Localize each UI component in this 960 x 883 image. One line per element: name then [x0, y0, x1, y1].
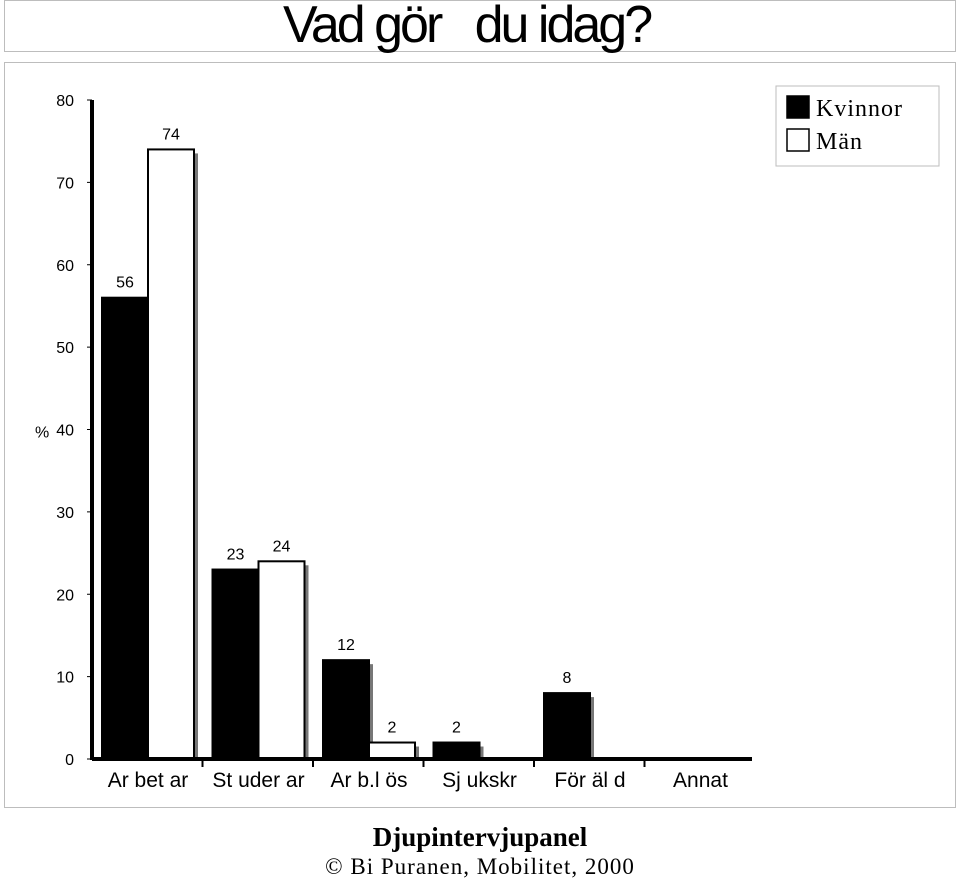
y-tick-label: 0: [65, 752, 74, 769]
y-tick-label: 40: [56, 423, 74, 440]
legend-label: Män: [816, 129, 863, 155]
legend-swatch: [786, 128, 810, 152]
y-tick-label: 70: [56, 175, 74, 192]
bar-man: [368, 741, 416, 761]
title-box: Vad gör du idag?: [4, 0, 956, 54]
data-label: 23: [227, 547, 245, 564]
x-tick-label: Annat: [673, 769, 728, 792]
y-tick-label: 30: [56, 505, 74, 522]
bar-man: [257, 560, 306, 760]
data-label: 24: [273, 538, 291, 555]
legend-swatch: [786, 95, 810, 119]
data-label: 56: [116, 275, 134, 292]
x-tick-label: För äl d: [554, 769, 625, 792]
x-tick-label: Ar bet ar: [108, 769, 189, 792]
chart-title: Vad gör du idag?: [283, 0, 653, 54]
y-tick-label: 80: [56, 93, 74, 110]
footer-credit: © Bi Puranen, Mobilitet, 2000: [325, 854, 635, 879]
y-tick-label: 50: [56, 340, 74, 357]
data-label: 2: [452, 720, 461, 737]
bar-kvinnor: [322, 659, 370, 761]
legend-label: Kvinnor: [816, 96, 903, 122]
y-tick-label: 10: [56, 670, 74, 687]
bar-kvinnor: [211, 568, 260, 760]
data-label: 12: [337, 637, 355, 654]
y-axis-label: %: [35, 425, 49, 442]
bar-kvinnor: [101, 296, 149, 760]
data-label: 2: [388, 720, 397, 737]
x-tick-label: Sj ukskr: [442, 769, 517, 792]
bar-man: [147, 148, 195, 761]
x-tick-label: Ar b.l ös: [330, 769, 407, 792]
chart-frame: [4, 62, 956, 808]
footer-title: Djupintervjupanel: [372, 822, 588, 852]
y-tick-label: 60: [56, 258, 74, 275]
data-label: 8: [563, 670, 572, 687]
bar-kvinnor: [543, 692, 591, 760]
bar-kvinnor: [432, 741, 481, 761]
data-label: 74: [162, 126, 180, 143]
x-tick-label: St uder ar: [212, 769, 304, 792]
y-tick-label: 20: [56, 587, 74, 604]
